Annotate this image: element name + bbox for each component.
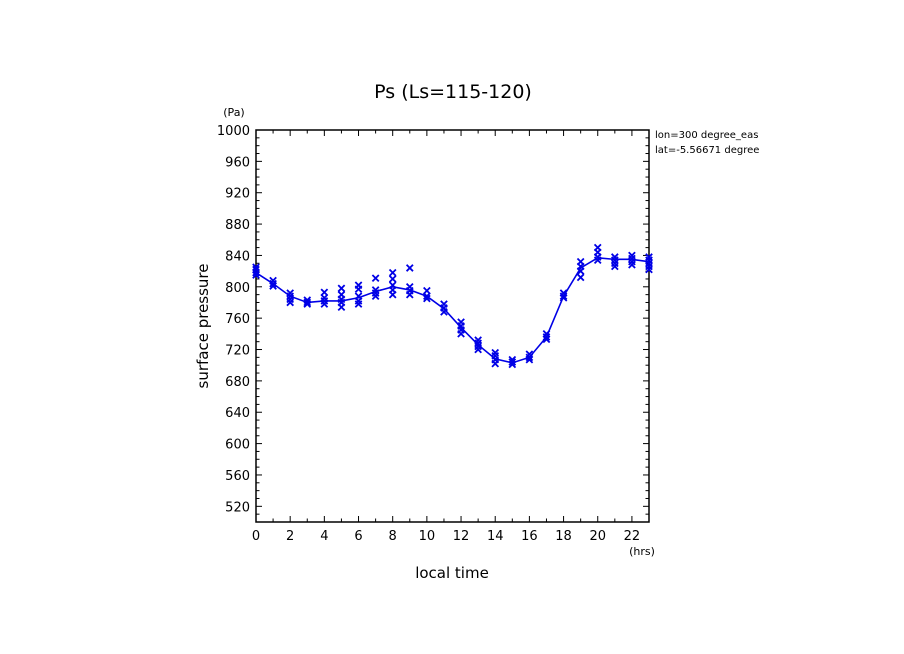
data-point-marker [371, 274, 380, 283]
x-axis-title: local time [415, 564, 489, 582]
y-tick-label: 520 [225, 500, 250, 515]
data-point-marker [252, 268, 260, 277]
data-point-marker [525, 355, 534, 364]
x-axis: 0 2 4 6 8 10 12 14 16 18 20 22 [252, 130, 650, 544]
plot-area [252, 243, 653, 369]
x-tick-label: 4 [320, 529, 328, 544]
data-point-marker [423, 294, 431, 303]
data-point-marker [371, 292, 380, 301]
y-axis: 520 560 600 640 680 720 760 800 840 880 920 960 1000 [217, 124, 649, 515]
data-point-marker [610, 262, 619, 271]
x-tick-label: 8 [389, 529, 397, 544]
y-tick-label: 800 [225, 281, 250, 296]
y-axis-unit: (Pa) [223, 106, 244, 119]
data-point-marker [388, 290, 397, 299]
x-tick-label: 22 [624, 529, 641, 544]
y-tick-label: 760 [225, 312, 250, 327]
data-point-marker [269, 279, 277, 288]
data-point-marker [508, 360, 517, 369]
y-tick-label: 720 [225, 344, 250, 359]
x-axis-unit: (hrs) [629, 545, 655, 558]
data-point-marker [542, 335, 551, 344]
data-point-marker [337, 303, 346, 312]
x-tick-label: 10 [419, 529, 436, 544]
y-tick-label: 960 [225, 155, 250, 170]
data-point-marker [423, 292, 431, 301]
y-tick-label: 600 [225, 438, 250, 453]
data-point-marker [269, 282, 277, 290]
x-tick-label: 2 [286, 529, 294, 544]
data-point-marker [457, 330, 465, 338]
data-point-marker [303, 300, 312, 308]
x-tick-label: 20 [589, 529, 606, 544]
y-tick-label: 840 [225, 249, 250, 264]
data-point-marker [508, 358, 517, 366]
data-point-marker [628, 261, 636, 269]
data-point-marker [559, 293, 568, 302]
annotation-lat: lat=-5.56671 degree [655, 145, 759, 156]
data-point-marker [252, 271, 260, 279]
y-axis-title: surface pressure [194, 264, 212, 389]
plot-frame [255, 129, 650, 523]
data-point-marker [286, 298, 295, 307]
data-point-marker [593, 256, 602, 264]
data-point-marker [405, 264, 414, 272]
data-point-marker [440, 308, 448, 316]
data-point-marker [337, 284, 346, 293]
data-point-marker [354, 300, 363, 308]
data-point-marker [474, 345, 482, 354]
y-tick-label: 640 [225, 406, 250, 421]
data-point-marker [303, 298, 312, 307]
y-tick-label: 880 [225, 218, 250, 233]
data-point-marker [388, 268, 397, 277]
x-tick-label: 12 [453, 529, 470, 544]
data-point-marker [320, 300, 329, 308]
x-tick-label: 0 [252, 529, 260, 544]
y-tick-label: 1000 [217, 124, 250, 139]
x-tick-label: 6 [354, 529, 362, 544]
data-point-marker [388, 275, 397, 283]
data-point-marker [645, 265, 653, 274]
x-tick-label: 18 [555, 529, 572, 544]
annotation-lon: lon=300 degree_eas [655, 130, 758, 141]
y-tick-label: 560 [225, 469, 250, 484]
data-point-marker [542, 333, 551, 341]
data-point-marker [576, 267, 585, 275]
x-tick-label: 16 [521, 529, 538, 544]
data-point-marker [576, 273, 585, 282]
chart-title: Ps (Ls=115-120) [374, 81, 532, 103]
data-point-marker [491, 359, 500, 368]
data-point-marker [405, 290, 414, 299]
y-tick-label: 680 [225, 375, 250, 390]
series-line [255, 256, 650, 364]
x-tick-label: 14 [487, 529, 504, 544]
data-point-marker [354, 285, 363, 293]
data-point-marker [525, 353, 534, 362]
data-point-marker [559, 292, 568, 301]
y-tick-label: 920 [225, 187, 250, 202]
